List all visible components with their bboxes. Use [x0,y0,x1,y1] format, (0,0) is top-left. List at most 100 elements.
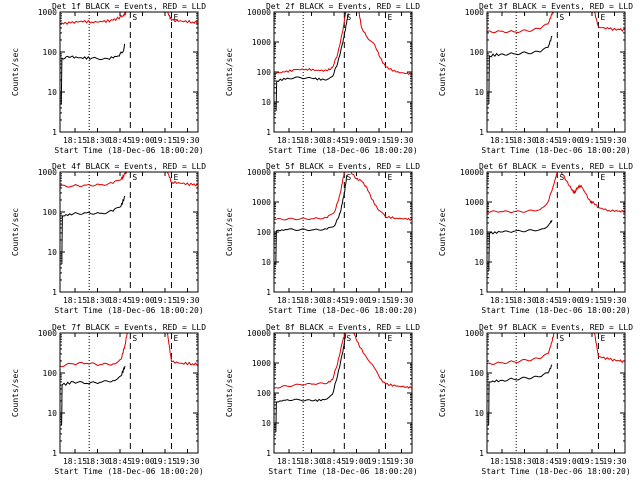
subplot-9: Det 9f BLACK = Events, RED = LLD Counts/s… [438,323,633,476]
events-line-segment-1 [488,219,553,271]
x-tick-label: 19:30 [602,296,626,305]
plot-frame [59,11,199,133]
y-tick-label: 10 [261,258,271,267]
y-tick-label: 100 [470,48,485,57]
y-tick-label: 100 [257,228,272,237]
x-tick-label: 18:30 [299,296,323,305]
plot-title: Det 3f BLACK = Events, RED = LLD [479,2,633,11]
plot-area [274,333,412,453]
y-axis-label: Counts/sec [11,48,20,96]
plot-frame [273,171,413,293]
lld-line-segment-1 [487,172,558,214]
x-tick-label: 19:00 [130,457,154,466]
y-axis-label: Counts/sec [438,48,447,96]
lld-line-segment-1 [60,12,127,25]
y-tick-label: 100 [43,48,58,57]
x-axis-label: Start Time (18-Dec-06 18:00:20) [268,467,417,476]
x-tick-label: 18:45 [108,296,132,305]
x-tick-label: 18:45 [108,457,132,466]
x-tick-label: 19:15 [580,136,604,145]
x-tick-label: 19:15 [580,296,604,305]
x-tick-label: 18:30 [299,457,323,466]
marker-label: S [132,13,137,22]
plot-title: Det 4f BLACK = Events, RED = LLD [52,162,206,171]
y-tick-label: 1 [479,128,484,137]
y-tick-label: 1000 [465,198,484,207]
x-tick-label: 19:00 [344,296,368,305]
x-tick-label: 19:00 [344,457,368,466]
x-tick-label: 18:30 [85,136,109,145]
marker-label: E [600,334,605,343]
x-tick-label: 18:45 [535,296,559,305]
x-tick-label: 19:30 [389,136,413,145]
lld-line-segment-1 [60,333,128,368]
subplot-3: Det 3f BLACK = Events, RED = LLD Counts/s… [438,2,633,155]
x-tick-label: 18:15 [277,296,301,305]
x-axis-label: Start Time (18-Dec-06 18:00:20) [481,146,630,155]
events-line-segment-1 [275,174,348,265]
x-axis-label: Start Time (18-Dec-06 18:00:20) [54,467,203,476]
y-tick-label: 1000 [38,329,57,338]
marker-label: S [132,334,137,343]
marker-label: E [173,13,178,22]
x-tick-label: 19:00 [557,136,581,145]
lld-line-segment-1 [274,333,347,389]
y-axis-label: Counts/sec [11,208,20,256]
y-tick-label: 100 [257,389,272,398]
events-line-segment-1 [61,365,126,426]
plot-area [60,12,198,132]
x-tick-label: 18:45 [322,136,346,145]
plot-area [487,172,625,292]
lld-line-segment-2 [167,333,198,367]
marker-label: S [346,334,351,343]
y-tick-label: 1 [266,449,271,458]
plot-area [274,12,412,132]
plot-title: Det 1f BLACK = Events, RED = LLD [52,2,206,11]
plot-frame [273,332,413,454]
plot-area [274,172,412,292]
plot-title: Det 9f BLACK = Events, RED = LLD [479,323,633,332]
x-axis-label: Start Time (18-Dec-06 18:00:20) [54,146,203,155]
subplot-5: Det 5f BLACK = Events, RED = LLD Counts/s… [225,162,420,315]
y-tick-label: 1 [266,128,271,137]
lld-line-segment-1 [274,12,347,75]
x-tick-label: 19:30 [602,457,626,466]
x-tick-label: 18:15 [63,136,87,145]
x-axis-label: Start Time (18-Dec-06 18:00:20) [54,306,203,315]
x-tick-label: 19:00 [557,457,581,466]
x-tick-label: 19:00 [344,136,368,145]
plot-frame [59,332,199,454]
x-tick-label: 19:00 [130,296,154,305]
x-tick-label: 19:15 [153,296,177,305]
plot-frame [486,171,626,293]
y-tick-label: 100 [470,369,485,378]
x-tick-label: 18:45 [535,136,559,145]
x-tick-label: 18:30 [85,296,109,305]
y-tick-label: 10 [474,88,484,97]
x-tick-label: 19:30 [175,136,199,145]
y-axis-label: Counts/sec [225,48,234,96]
y-axis-label: Counts/sec [225,208,234,256]
events-line-segment-1 [275,13,349,112]
lld-line-segment-2 [167,12,198,25]
y-tick-label: 10 [47,88,57,97]
lld-line-segment-2 [350,172,412,222]
y-tick-label: 10000 [460,168,484,177]
x-tick-label: 19:15 [153,136,177,145]
plot-title: Det 2f BLACK = Events, RED = LLD [266,2,420,11]
x-tick-label: 18:15 [63,457,87,466]
marker-label: S [559,173,564,182]
lld-line-segment-2 [167,172,198,187]
x-tick-label: 19:30 [389,457,413,466]
subplot-7: Det 7f BLACK = Events, RED = LLD Counts/s… [11,323,206,476]
x-tick-label: 18:30 [299,136,323,145]
marker-label: E [600,173,605,182]
y-tick-label: 1 [52,449,57,458]
plot-area [60,333,198,453]
x-tick-label: 19:30 [175,296,199,305]
lld-line-segment-2 [594,333,625,364]
x-tick-label: 19:30 [175,457,199,466]
y-tick-label: 10 [261,419,271,428]
x-tick-label: 18:30 [512,457,536,466]
